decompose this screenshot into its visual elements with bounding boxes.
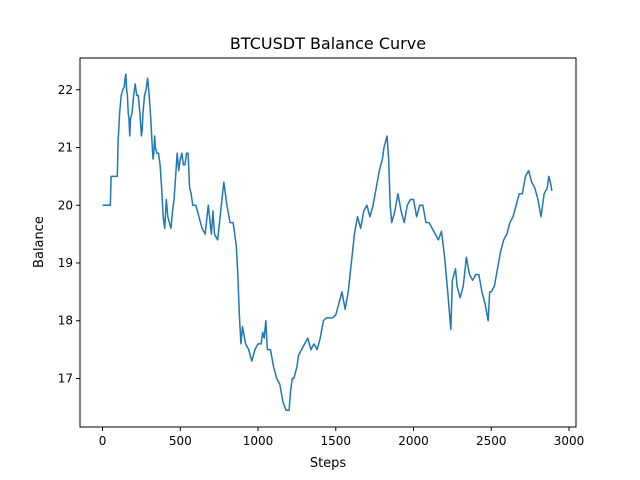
chart-title: BTCUSDT Balance Curve: [230, 34, 426, 53]
x-tick-label: 1500: [321, 434, 352, 448]
plot-area: [102, 73, 553, 411]
x-tick-label: 2000: [398, 434, 429, 448]
y-tick-label: 20: [58, 198, 73, 212]
x-axis-ticks: 0 500 1000 1500 2000 2500 3000: [99, 427, 585, 448]
x-tick-label: 1000: [243, 434, 274, 448]
y-axis-label: Balance: [32, 216, 47, 268]
axes-frame: [79, 57, 577, 428]
y-tick-label: 19: [58, 256, 73, 270]
x-axis-label: Steps: [310, 456, 347, 471]
y-tick-label: 21: [58, 141, 73, 155]
y-tick-label: 18: [58, 314, 73, 328]
y-tick-label: 17: [58, 371, 73, 385]
x-tick-label: 0: [99, 434, 107, 448]
x-tick-label: 3000: [554, 434, 585, 448]
balance-series-line: [102, 73, 553, 411]
x-tick-label: 2500: [476, 434, 507, 448]
y-tick-label: 22: [58, 83, 73, 97]
y-axis-ticks: 17 18 19 20 21 22: [58, 83, 80, 385]
x-tick-label: 500: [169, 434, 192, 448]
